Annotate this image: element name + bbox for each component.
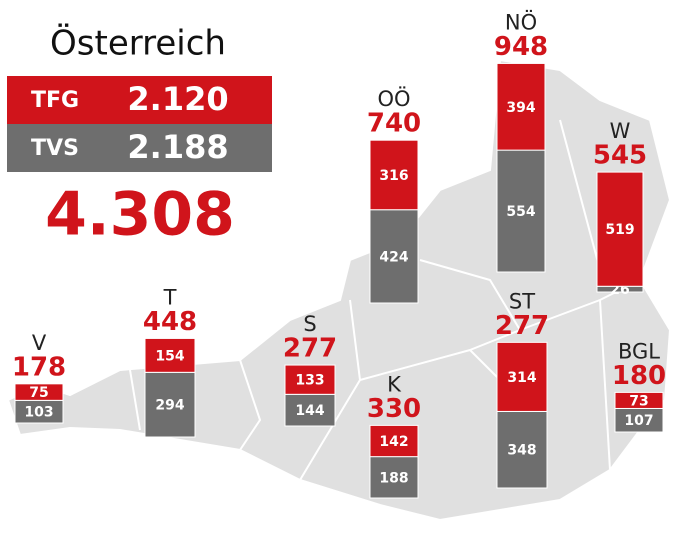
summary-row — [7, 124, 272, 172]
bar-segment — [496, 410, 548, 489]
region-total: 178 — [12, 352, 66, 382]
summary-name: TFG — [31, 88, 79, 113]
region-borders — [129, 119, 641, 481]
region-name: K — [387, 372, 402, 396]
region-name: NÖ — [505, 9, 537, 34]
grand-total: 4.308 — [45, 180, 235, 250]
region-total: 448 — [143, 307, 197, 337]
segment-label: 554 — [506, 204, 535, 220]
region-total: 180 — [612, 361, 666, 391]
summary-value: 2.188 — [127, 128, 228, 166]
segment-label: 394 — [506, 100, 535, 116]
segment-label: 103 — [24, 405, 53, 421]
segment-label: 519 — [605, 222, 634, 238]
region-total: 277 — [495, 311, 549, 341]
region-name: OÖ — [377, 86, 410, 111]
segment-label: 154 — [155, 348, 184, 364]
region-total: 948 — [494, 32, 548, 62]
region-name: ST — [509, 289, 535, 313]
segment-label: 294 — [155, 398, 184, 414]
bar-segment — [144, 337, 196, 373]
region-name: W — [610, 119, 631, 143]
title: Österreich — [50, 23, 226, 64]
region-name: S — [303, 312, 316, 336]
bar-segment — [369, 456, 419, 499]
bar-segment — [284, 393, 336, 427]
summary-name: TVS — [31, 136, 79, 161]
segment-label: 188 — [379, 470, 408, 486]
bar-segment — [496, 149, 546, 273]
bar-segment — [496, 62, 546, 151]
region-total: 545 — [593, 141, 647, 171]
segment-label: 133 — [295, 373, 324, 389]
bar-segment — [614, 391, 664, 409]
region-name: T — [163, 285, 177, 309]
region-total: 330 — [367, 394, 421, 424]
segment-label: 144 — [295, 403, 324, 419]
segment-label: 142 — [379, 434, 408, 450]
bar-segment — [14, 383, 64, 401]
summary-row — [7, 76, 272, 124]
bar-segment — [369, 424, 419, 458]
region-total: 277 — [283, 334, 337, 364]
bar-segment — [596, 171, 644, 287]
bar-segment — [144, 371, 196, 438]
segment-label: 316 — [379, 168, 408, 184]
summary-value: 2.120 — [127, 80, 228, 118]
segment-label: 75 — [29, 385, 48, 401]
region-name: BGL — [618, 339, 660, 363]
segment-label: 424 — [379, 249, 408, 265]
bar-segment — [369, 139, 419, 211]
segment-label: 107 — [624, 413, 653, 429]
segment-label: 314 — [507, 370, 536, 386]
segment-label: 348 — [507, 443, 536, 459]
region-name: V — [32, 331, 47, 355]
segment-label: 73 — [629, 393, 648, 409]
bar-segment — [284, 364, 336, 395]
bar-segment — [496, 341, 548, 412]
region-total: 740 — [367, 109, 421, 139]
